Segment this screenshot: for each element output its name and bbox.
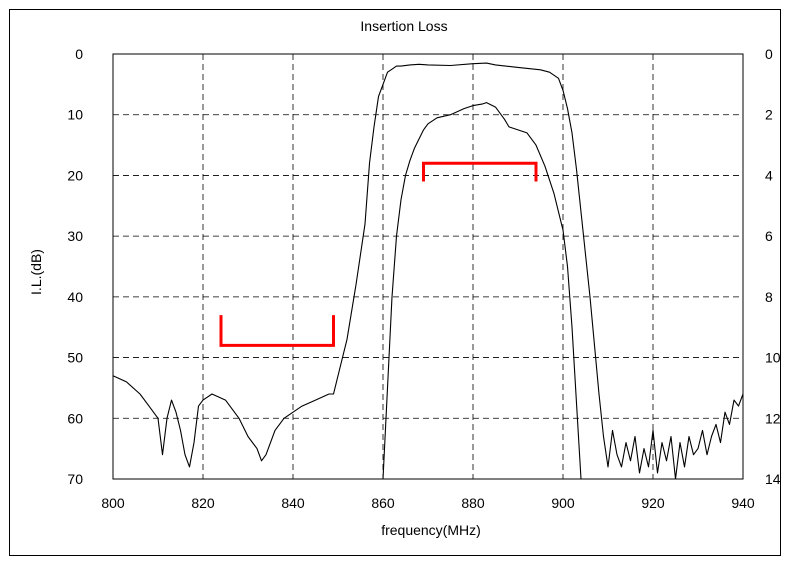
y-tick-label: 0 [75,46,83,62]
y-tick-label: 70 [67,471,83,487]
x-tick-label: 940 [731,495,755,511]
x-axis-ticks: 800 820 840 860 880 900 920 940 [101,495,755,511]
y2-tick-label: 14 [765,471,780,487]
chart-frame: Insertion Loss 800 820 840 860 880 900 920 940 … [9,9,781,556]
y2-tick-label: 8 [765,289,773,305]
chart-title: Insertion Loss [360,18,447,34]
y2-tick-label: 6 [765,228,773,244]
y-tick-label: 10 [67,107,83,123]
annotation-layer [219,161,538,347]
spec-bracket-1 [219,315,335,347]
y-tick-label: 40 [67,289,83,305]
y-tick-label: 20 [67,167,83,183]
x-tick-label: 860 [371,495,395,511]
spec-bracket-2 [422,161,538,182]
y2-tick-label: 10 [765,350,780,366]
series-line-1 [112,62,744,480]
y-tick-label: 60 [67,410,83,426]
y-axis-title: I.L.(dB) [28,249,44,295]
x-tick-label: 840 [281,495,305,511]
y-tick-label: 30 [67,228,83,244]
x-axis-title: frequency(MHz) [381,522,481,538]
y-tick-label: 50 [67,350,83,366]
series-line-2 [382,102,582,480]
x-tick-label: 820 [191,495,215,511]
y2-tick-label: 4 [765,167,773,183]
plot-area [112,53,744,480]
y2-tick-label: 0 [765,46,773,62]
grid [113,54,743,479]
x-tick-label: 920 [641,495,665,511]
y2-tick-label: 2 [765,107,773,123]
y2-axis-ticks: 0 2 4 6 8 10 12 14 [765,46,780,487]
x-tick-label: 900 [551,495,575,511]
series-layer [112,62,744,480]
x-tick-label: 880 [461,495,485,511]
x-tick-label: 800 [101,495,125,511]
insertion-loss-chart: Insertion Loss 800 820 840 860 880 900 920 940 … [28,18,780,538]
y2-tick-label: 12 [765,410,780,426]
y-axis-ticks: 0 10 20 30 40 50 60 70 [67,46,83,487]
